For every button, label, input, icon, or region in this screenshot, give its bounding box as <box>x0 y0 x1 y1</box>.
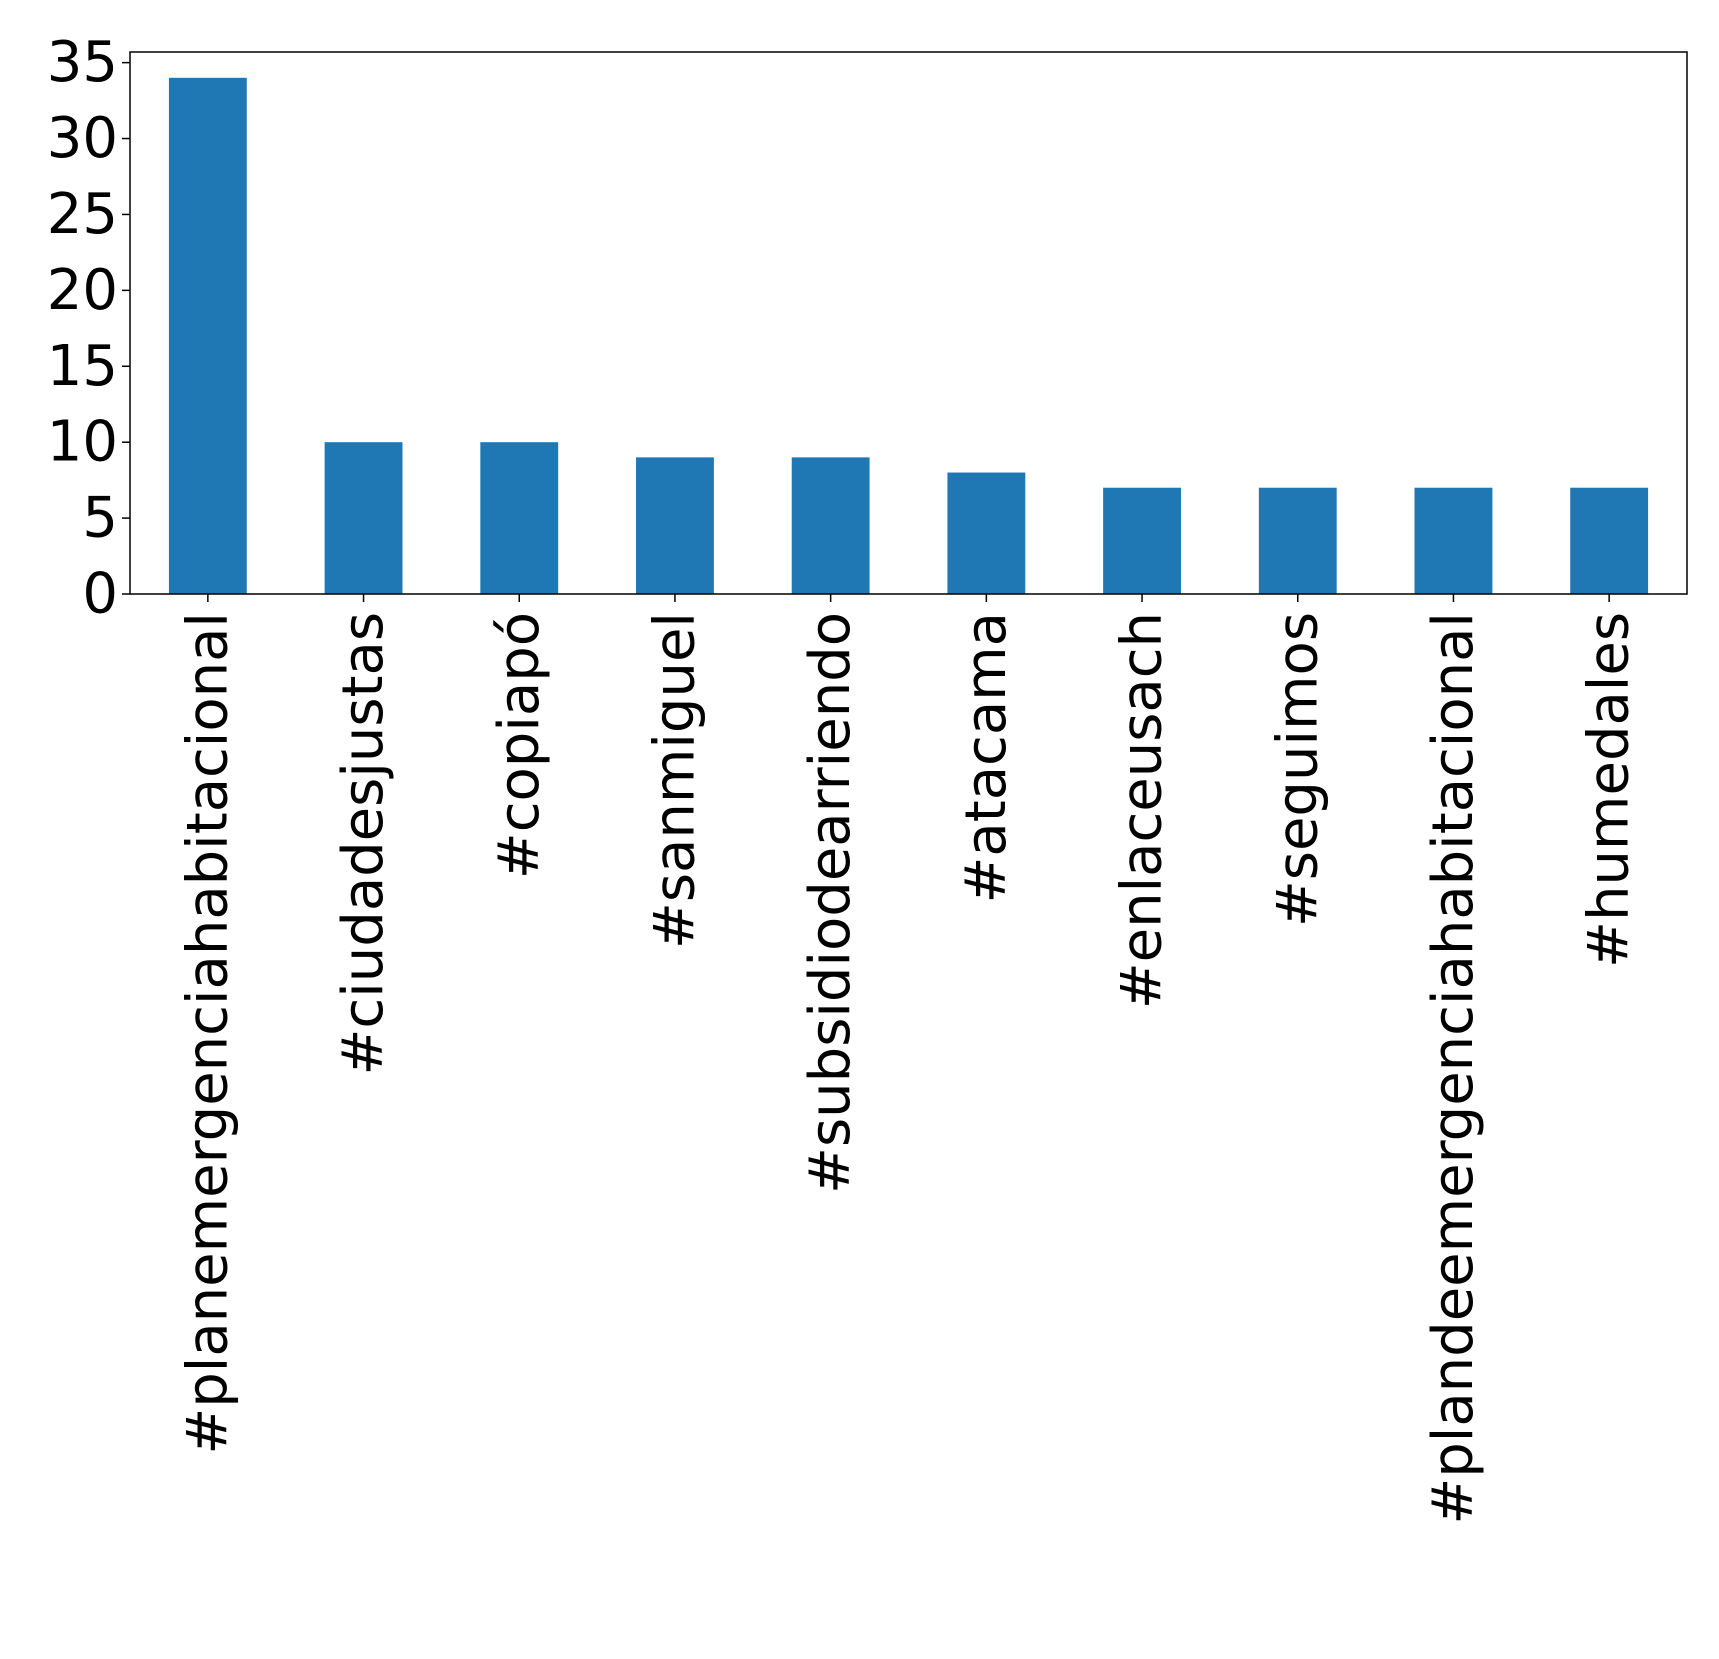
bar-atacama <box>947 472 1026 594</box>
bar-copiapó <box>480 442 559 594</box>
x-tick-label: #ciudadesjustas <box>331 612 396 1075</box>
y-axis: 0 5 10 15 20 25 30 35 <box>47 30 130 627</box>
bar-enlaceusach <box>1103 487 1181 594</box>
x-tick-label: #seguimos <box>1265 612 1330 927</box>
bar-seguimos <box>1258 487 1337 594</box>
y-tick-label: 35 <box>47 30 118 95</box>
x-axis: #planemergenciahabitacional #ciudadesjust… <box>175 594 1642 1525</box>
x-tick-label: #subsidiodearriendo <box>798 612 863 1194</box>
y-tick-label: 10 <box>47 410 118 475</box>
x-tick-label: #sanmiguel <box>642 612 707 949</box>
bar-planemergenciahabitacional <box>168 77 247 595</box>
x-tick-label: #plandeemergenciahabitacional <box>1421 612 1486 1525</box>
y-tick-label: 5 <box>82 486 118 551</box>
x-tick-label: #enlaceusach <box>1110 612 1175 1009</box>
x-tick-label: #humedales <box>1577 612 1642 968</box>
bar-plandeemergenciahabitacional <box>1414 487 1493 594</box>
y-tick-label: 20 <box>47 258 118 323</box>
y-tick-label: 0 <box>82 562 118 627</box>
x-tick-label: #planemergenciahabitacional <box>175 612 240 1455</box>
x-tick-label: #copiapó <box>487 612 552 879</box>
bar-ciudadesjustas <box>324 442 403 594</box>
bar-sanmiguel <box>636 457 714 594</box>
y-tick-label: 30 <box>47 106 118 171</box>
plot-frame <box>129 51 1688 595</box>
y-tick-label: 15 <box>47 334 118 399</box>
y-tick-label: 25 <box>47 182 118 247</box>
x-tick-label: #atacama <box>954 612 1019 903</box>
bar-subsidiodearriendo <box>791 457 870 594</box>
bars-layer <box>168 77 1649 595</box>
bar-humedales <box>1570 487 1649 594</box>
